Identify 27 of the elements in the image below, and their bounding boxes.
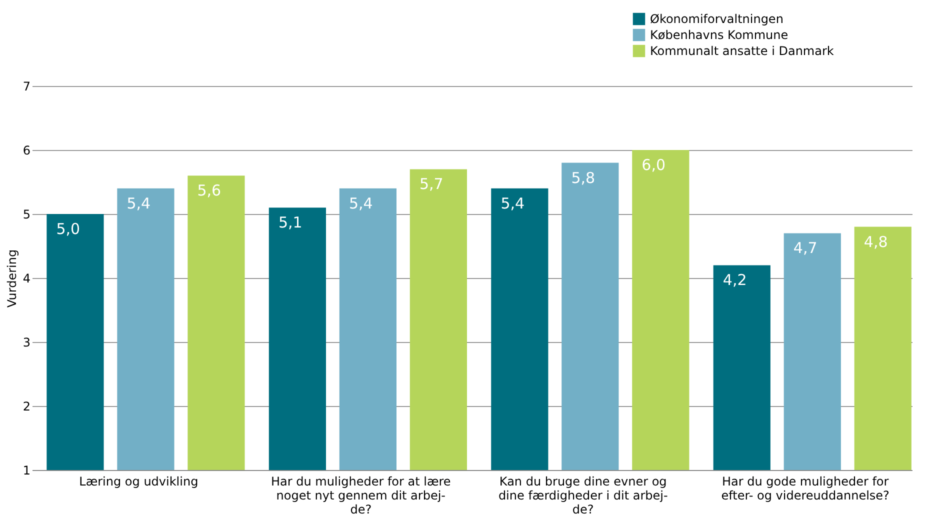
y-tick-label: 4: [22, 272, 30, 286]
legend-label: Kommunalt ansatte i Danmark: [650, 44, 834, 58]
data-label: 5,8: [571, 168, 596, 187]
data-label: 4,2: [722, 271, 747, 290]
legend-label: Københavns Kommune: [650, 28, 788, 42]
data-label: 5,4: [500, 194, 525, 212]
y-tick-label: 5: [22, 208, 30, 222]
data-label: 5,0: [56, 220, 80, 238]
x-tick-label: Kan du bruge dine evner og dine færdigheder i dit arbej- de?: [498, 474, 668, 516]
x-tick-label: Har du gode muligheder for efter- og videreuddannelse?: [721, 474, 890, 502]
x-tick-label: Har du muligheder for at lære noget nyt gennem dit arbej- de?: [270, 474, 451, 516]
y-tick-label: 6: [22, 144, 30, 158]
data-label: 5,1: [278, 214, 302, 232]
data-label: 5,6: [197, 182, 222, 200]
data-label: 5,4: [348, 194, 373, 212]
data-label: 6,0: [642, 156, 666, 174]
y-tick-label: 2: [22, 400, 30, 414]
data-label: 5,7: [419, 175, 444, 194]
y-axis-title: Vurdering: [4, 249, 19, 308]
y-tick-label: 3: [22, 336, 30, 350]
data-label: 5,4: [126, 194, 151, 212]
data-label: 4,8: [864, 232, 888, 251]
y-tick-label: 7: [22, 80, 30, 94]
data-label: 4,7: [793, 239, 818, 258]
legend-label: Økonomiforvaltningen: [650, 12, 784, 26]
y-tick-label: 1: [22, 464, 30, 478]
x-tick-label: Læring og udvikling: [79, 474, 198, 488]
